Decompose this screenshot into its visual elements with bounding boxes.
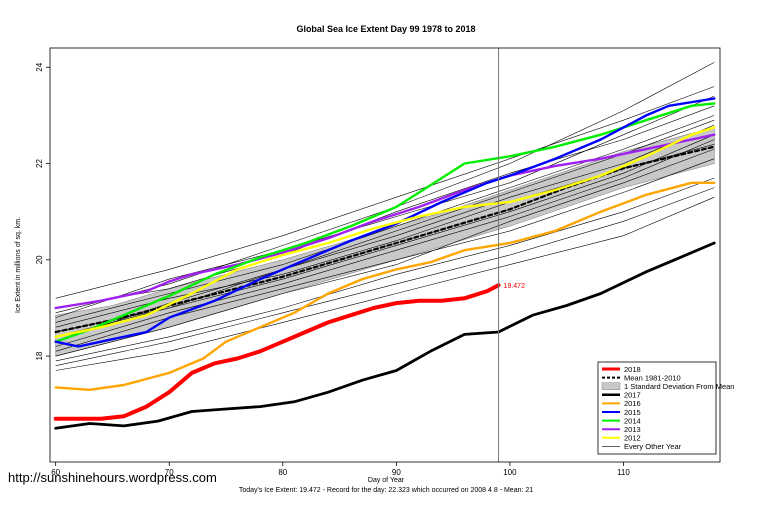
legend-label: Every Other Year: [624, 442, 682, 451]
footer-stats: Today's Ice Extent: 19.472 - Record for …: [239, 487, 533, 494]
x-tick-label: 110: [617, 468, 630, 477]
x-tick-label: 90: [392, 468, 401, 477]
legend-label: 2015: [624, 408, 641, 417]
y-tick-label: 20: [35, 255, 44, 264]
series-line-2015: [54, 97, 716, 348]
legend-label: 2012: [624, 434, 641, 443]
plot-frame: [49, 47, 721, 463]
legend-label: 2016: [624, 399, 641, 408]
x-tick-label: 70: [165, 468, 174, 477]
y-axis: 18 20 22 24: [35, 62, 50, 361]
series-line-2016: [54, 181, 716, 391]
other-years-layer: [55, 62, 715, 371]
y-tick-label: 24: [35, 62, 44, 71]
other-year-line-10: [55, 139, 715, 347]
series-layer: [53, 97, 716, 430]
watermark-url: http://sunshinehours.wordpress.com: [8, 470, 217, 485]
series-line-2012: [54, 126, 716, 338]
other-year-line-9: [55, 148, 715, 357]
other-year-line-1: [55, 86, 715, 299]
legend-label: 2014: [624, 416, 641, 425]
series-line-2018: [53, 283, 501, 421]
y-tick-label: 18: [35, 351, 44, 360]
y-tick-label: 22: [35, 159, 44, 168]
x-tick-label: 60: [51, 468, 60, 477]
x-tick-label: 100: [503, 468, 517, 477]
plot-area: 19.472: [49, 47, 721, 463]
other-year-line-12: [55, 187, 715, 366]
legend-label: 2017: [624, 391, 641, 400]
legend-label: Mean 1981-2010: [624, 373, 681, 382]
series-line-2013: [54, 133, 716, 310]
x-axis-label: Day of Year: [368, 477, 405, 484]
other-year-line-6: [55, 196, 715, 371]
other-year-line-5: [55, 177, 715, 362]
y-axis-label: Ice Extent in millions of sq. km.: [15, 217, 22, 313]
series-line-2017: [54, 241, 716, 430]
x-axis: 60 70 80 90 100 110: [51, 462, 630, 477]
chart-title: Global Sea Ice Extent Day 99 1978 to 201…: [296, 24, 475, 34]
legend-label: 1 Standard Deviation From Mean: [624, 382, 734, 391]
legend-swatch-1-standard-deviation-from-mean: [601, 382, 621, 390]
other-year-line-14: [55, 105, 715, 309]
legend-label: 2018: [624, 365, 641, 374]
other-year-line-2: [55, 115, 715, 323]
legend-label: 2013: [624, 425, 641, 434]
current-value-label: 19.472: [504, 283, 526, 290]
other-year-line-11: [55, 95, 715, 318]
series-line-2014: [54, 102, 716, 343]
x-tick-label: 80: [278, 468, 287, 477]
